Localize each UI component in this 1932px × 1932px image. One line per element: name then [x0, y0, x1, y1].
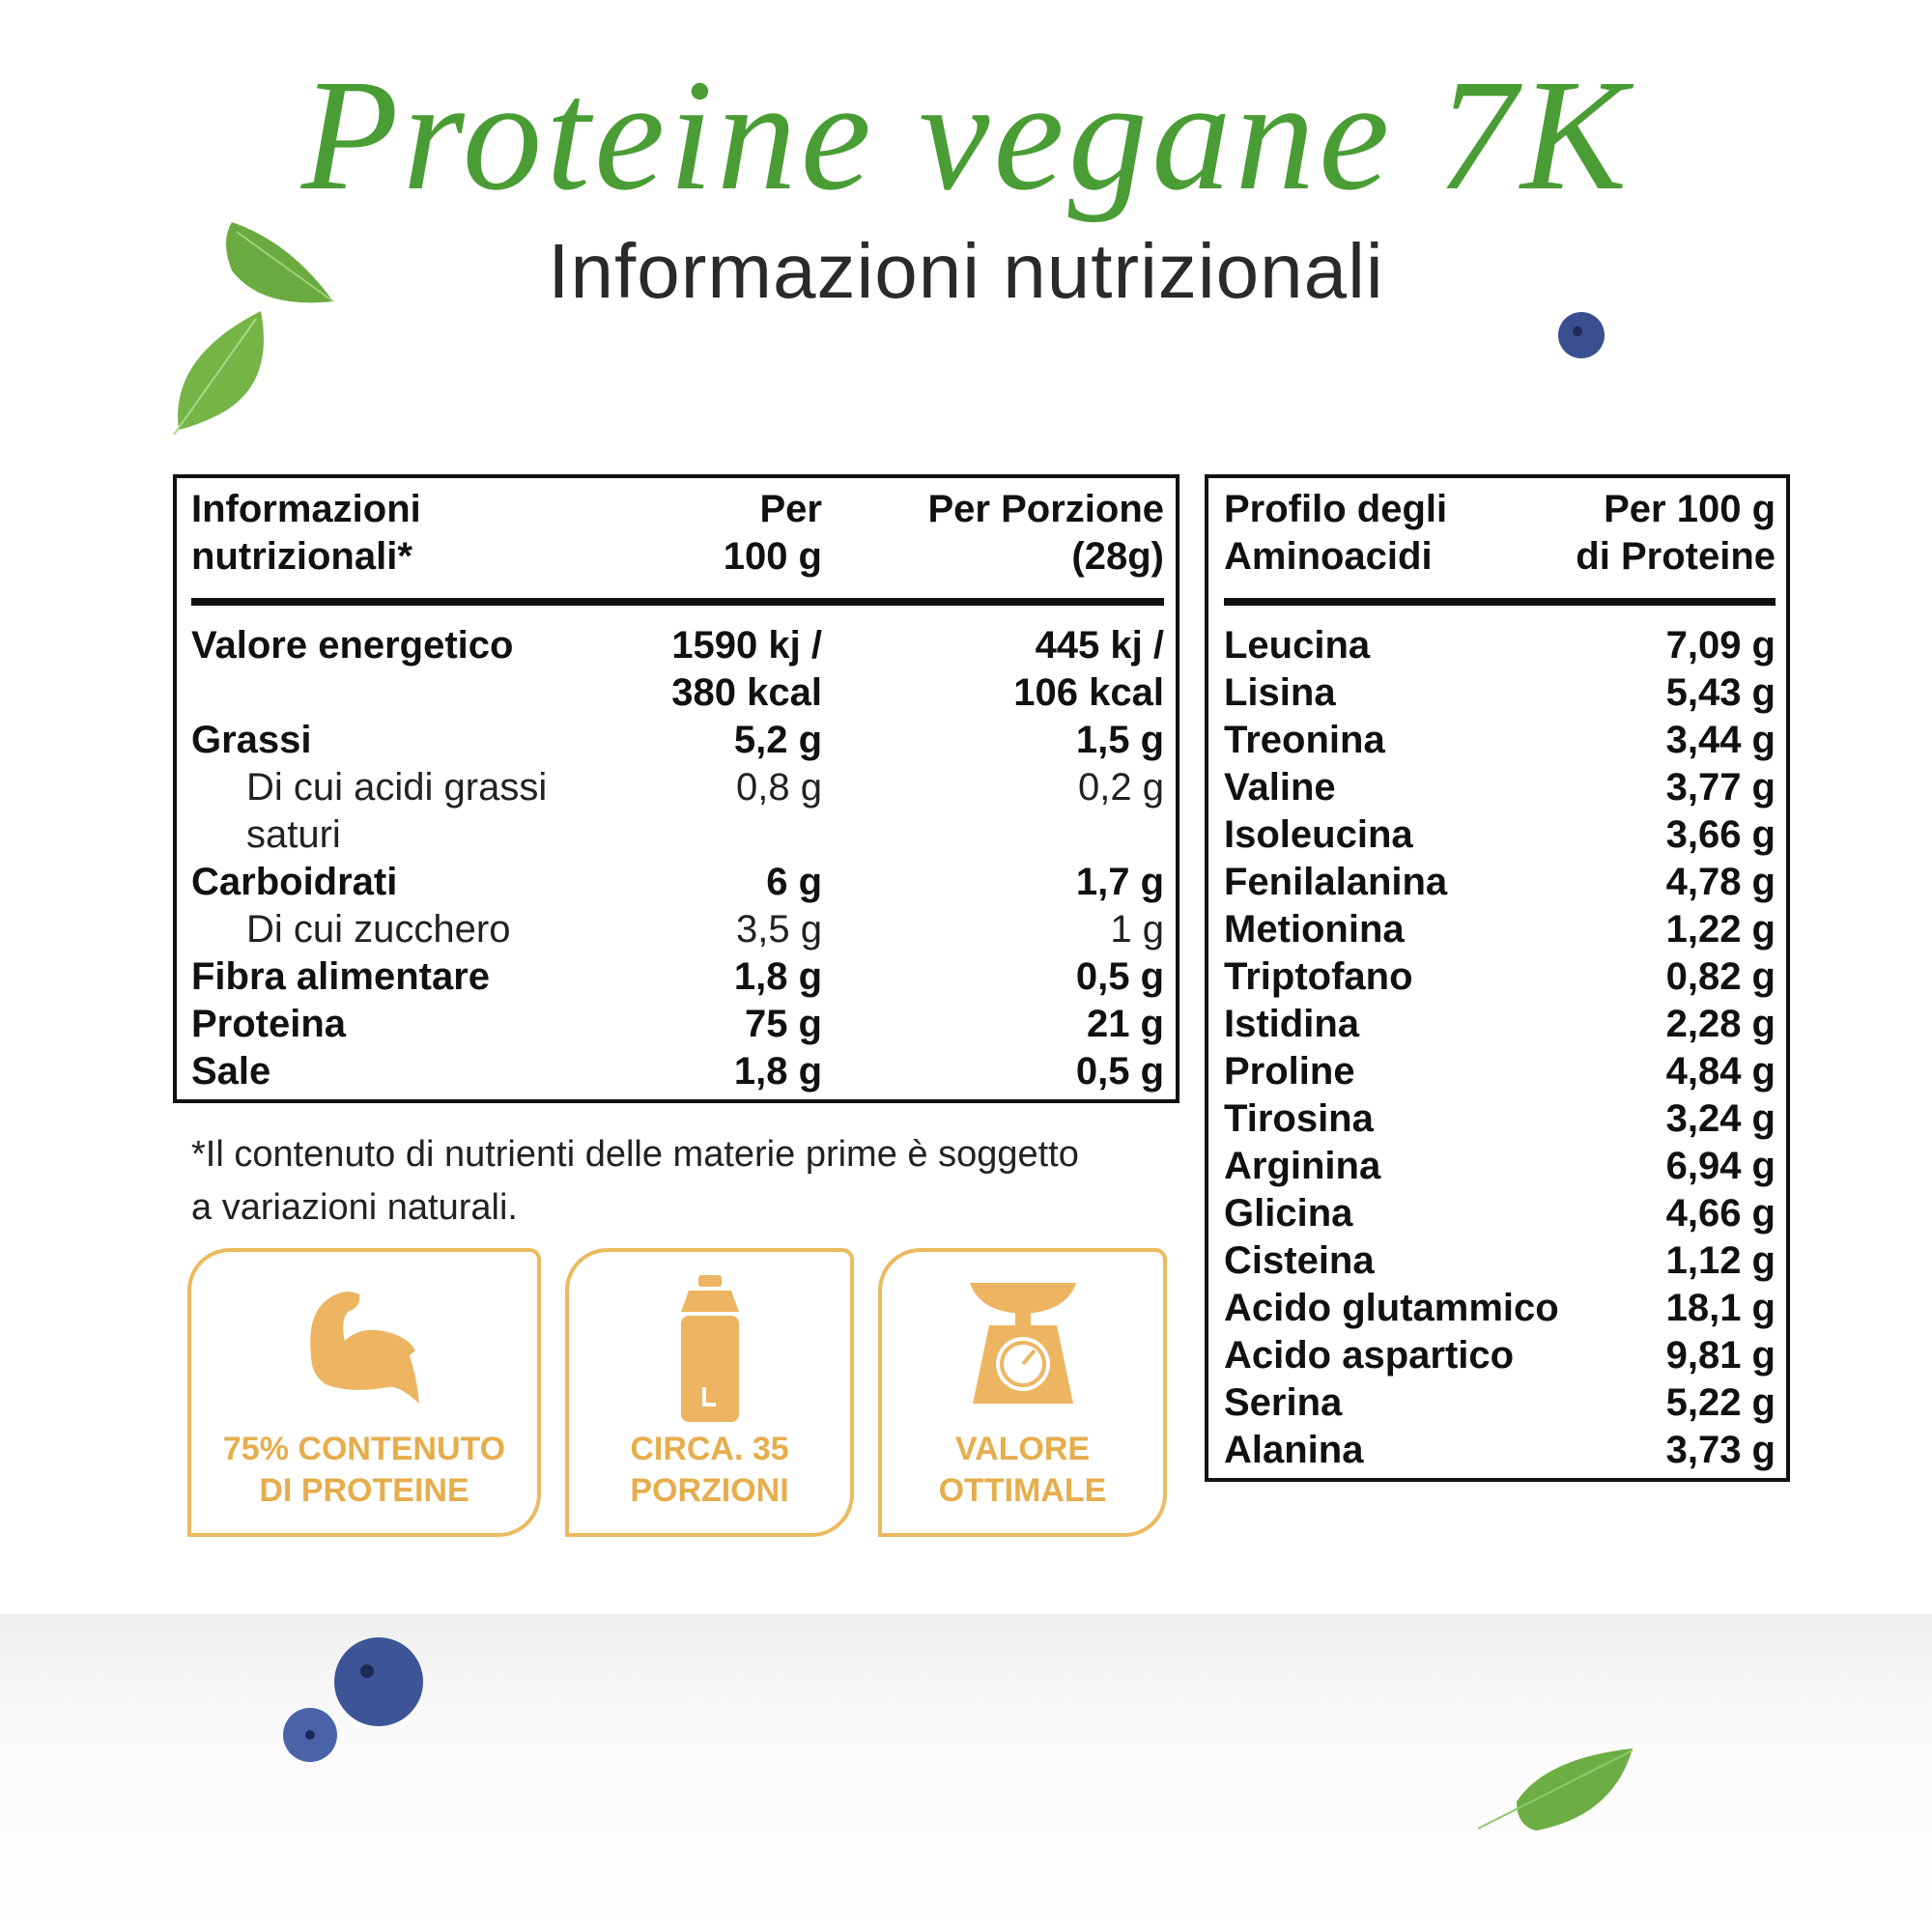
row-label: Proteina	[191, 1003, 347, 1045]
amino-name: Istidina	[1224, 1003, 1360, 1045]
amino-name: Fenilalanina	[1224, 861, 1448, 903]
amino-value: 3,66 g	[1665, 813, 1776, 856]
row-label: Carboidrati	[191, 861, 398, 903]
cell-per-100g: 75 g	[744, 1003, 822, 1045]
amino-name: Acido aspartico	[1224, 1334, 1515, 1377]
table-header: Informazioni nutrizionali* Per 100 g Per…	[191, 486, 1164, 581]
cell-per-portion: 0,2 g	[1078, 766, 1164, 809]
amino-name: Acido glutammico	[1224, 1287, 1559, 1329]
row-label: Sale	[191, 1050, 271, 1093]
header-cell: Per Porzione (28g)	[927, 488, 1164, 578]
amino-name: Metionina	[1224, 908, 1405, 951]
amino-value: 0,82 g	[1665, 955, 1776, 998]
table-body: Valore energetico 1590 kj / 380 kcal 445 k…	[191, 622, 1164, 1095]
leaf	[226, 222, 334, 303]
amino-value: 6,94 g	[1665, 1145, 1776, 1187]
rule	[191, 598, 1164, 606]
amino-value: 2,28 g	[1665, 1003, 1776, 1045]
amino-name: Isoleucina	[1224, 813, 1413, 856]
title: Proteine vegane 7K	[300, 46, 1632, 223]
cell-per-portion: 1 g	[1110, 908, 1164, 951]
header-cell: Per 100 g di Proteine	[1576, 488, 1776, 578]
amino-name: Glicina	[1224, 1192, 1353, 1235]
amino-name: Lisina	[1224, 671, 1336, 714]
amino-value: 3,73 g	[1665, 1429, 1776, 1471]
amino-name: Valine	[1224, 766, 1336, 809]
amino-value: 1,22 g	[1665, 908, 1776, 951]
amino-value: 7,09 g	[1665, 624, 1776, 667]
cell-per-portion: 0,5 g	[1075, 955, 1164, 998]
amino-value: 4,84 g	[1665, 1050, 1776, 1093]
amino-value: 9,81 g	[1665, 1334, 1776, 1377]
amino-name: Alanina	[1224, 1429, 1364, 1471]
icon-scale	[969, 1283, 1076, 1404]
leaf	[173, 311, 264, 436]
amino-name: Triptofano	[1224, 955, 1413, 998]
row-label: Valore energetico	[191, 624, 514, 667]
badge: 75% CONTENUTO DI PROTEINE	[187, 1248, 541, 1537]
badge-text: VALORE OTTIMALE	[938, 1431, 1107, 1509]
amino-value: 4,66 g	[1665, 1192, 1776, 1235]
cell-per-100g: 6 g	[766, 861, 822, 903]
row-label: Di cui zucchero	[246, 908, 511, 951]
amino-name: Serina	[1224, 1381, 1343, 1424]
amino-name: Tirosina	[1224, 1097, 1374, 1140]
amino-name: Leucina	[1224, 624, 1371, 667]
amino-value: 1,12 g	[1665, 1239, 1776, 1282]
nutrition-table: Informazioni nutrizionali* Per 100 g Per…	[173, 474, 1179, 1103]
amino-value: 3,24 g	[1665, 1097, 1776, 1140]
header-cell: Informazioni nutrizionali*	[191, 488, 421, 578]
row-label: Di cui acidi grassi saturi	[246, 766, 548, 856]
amino-value: 4,78 g	[1665, 861, 1776, 903]
cell-per-100g: 1,8 g	[733, 955, 822, 998]
footnote: *Il contenuto di nutrienti delle materie…	[191, 1134, 1079, 1228]
badge: CIRCA. 35 PORZIONI	[565, 1248, 854, 1537]
cell-per-100g: 1590 kj / 380 kcal	[671, 624, 822, 714]
amino-value: 3,77 g	[1665, 766, 1776, 809]
badge-text: 75% CONTENUTO DI PROTEINE	[222, 1431, 506, 1509]
amino-table: Profilo degli Aminoacidi Per 100 g di Pr…	[1205, 474, 1790, 1482]
icon-shaker	[680, 1275, 739, 1422]
cell-per-portion: 0,5 g	[1075, 1050, 1164, 1093]
table-body: Leucina 7,09 g Lisina 5,43 g Treonina 3,44 g V…	[1224, 622, 1776, 1474]
badge-text: CIRCA. 35 PORZIONI	[630, 1431, 789, 1509]
cell-per-portion: 445 kj / 106 kcal	[1013, 624, 1164, 714]
amino-name: Treonina	[1224, 719, 1385, 761]
header-cell: Profilo degli Aminoacidi	[1224, 488, 1448, 578]
leaf	[1477, 1748, 1634, 1831]
icon-muscle	[310, 1292, 419, 1404]
rule	[1224, 598, 1776, 606]
amino-value: 5,22 g	[1665, 1381, 1776, 1424]
cell-per-portion: 1,7 g	[1075, 861, 1164, 903]
cell-per-portion: 1,5 g	[1075, 719, 1164, 761]
cell-per-100g: 3,5 g	[736, 908, 822, 951]
blueberry	[283, 1708, 337, 1762]
cell-per-100g: 5,2 g	[733, 719, 822, 761]
amino-value: 18,1 g	[1665, 1287, 1776, 1329]
subtitle: Informazioni nutrizionali	[548, 228, 1384, 314]
amino-value: 5,43 g	[1665, 671, 1776, 714]
amino-value: 3,44 g	[1665, 719, 1776, 761]
cell-per-100g: 1,8 g	[733, 1050, 822, 1093]
row-label: Grassi	[191, 719, 312, 761]
cell-per-100g: 0,8 g	[736, 766, 822, 809]
badge: VALORE OTTIMALE	[878, 1248, 1167, 1537]
amino-name: Proline	[1224, 1050, 1355, 1093]
row-label: Fibra alimentare	[191, 955, 491, 998]
blueberry	[1558, 312, 1605, 358]
header-cell: Per 100 g	[723, 488, 822, 578]
table-header: Profilo degli Aminoacidi Per 100 g di Pr…	[1224, 486, 1776, 581]
blueberry	[334, 1637, 423, 1726]
amino-name: Arginina	[1224, 1145, 1381, 1187]
amino-name: Cisteina	[1224, 1239, 1375, 1282]
cell-per-portion: 21 g	[1086, 1003, 1164, 1045]
